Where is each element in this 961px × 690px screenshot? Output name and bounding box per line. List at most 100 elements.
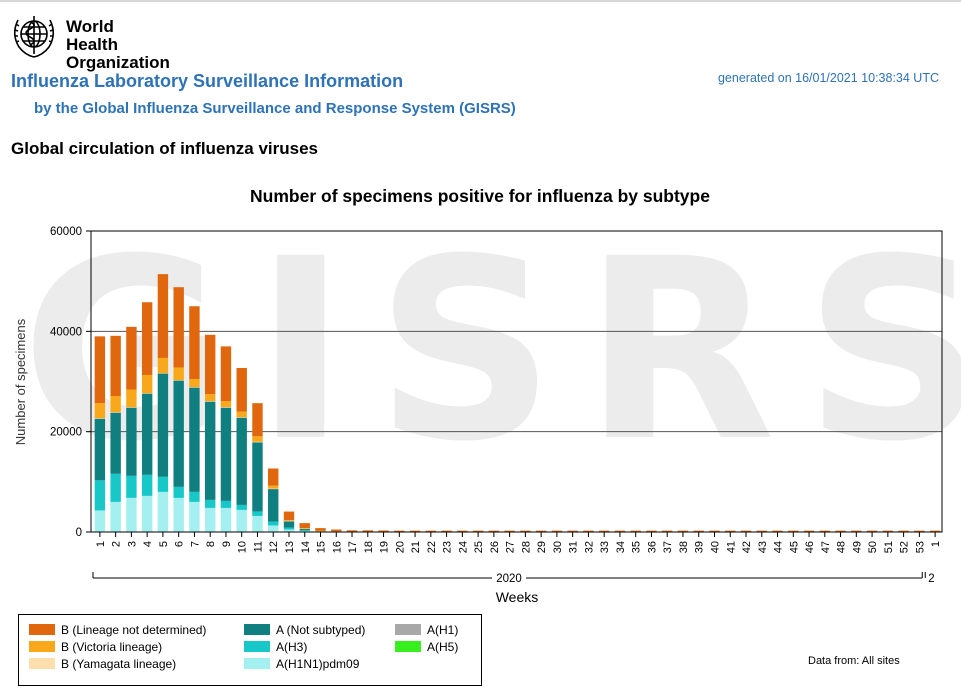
legend-label: B (Victoria lineage) (61, 640, 163, 654)
bar-segment (756, 530, 767, 532)
bar-segment (157, 357, 169, 373)
bar-segment (409, 530, 421, 532)
x-tick-label: 30 (552, 541, 564, 553)
bar-segment (268, 521, 279, 526)
bar-segment (173, 287, 184, 368)
bar-segment (126, 407, 137, 408)
x-tick-label: 33 (599, 541, 611, 553)
x-tick-label: 17 (347, 541, 359, 553)
bar-segment (173, 380, 184, 487)
legend-label: A (Not subtyped) (276, 623, 366, 637)
bar-segment (268, 525, 279, 532)
legend-item: B (Lineage not determined) (29, 623, 206, 637)
bar-segment (520, 530, 531, 532)
bar-segment (283, 520, 295, 522)
bar-segment (141, 393, 153, 475)
bar-segment (803, 530, 815, 532)
legend-swatch (244, 624, 270, 635)
bar-segment (882, 530, 894, 532)
legend-item: A(H1N1)pdm09 (244, 657, 359, 671)
x-tick-label: 11 (252, 541, 264, 552)
bar-segment (189, 306, 200, 379)
x-tick-label: 41 (725, 541, 737, 553)
x-tick-label: 49 (851, 541, 863, 553)
bar-segment (488, 530, 500, 532)
bar-segment (709, 530, 720, 532)
x-tick-label: 20 (394, 541, 406, 553)
legend-label: B (Yamagata lineage) (61, 657, 177, 671)
x-tick-label: 19 (379, 541, 391, 553)
y-axis-label: Number of specimens (13, 318, 28, 445)
x-tick-label: 47 (820, 541, 832, 553)
bar-segment (252, 511, 263, 516)
bar-segment (94, 336, 106, 404)
bar-segment (346, 530, 358, 532)
bar-segment (614, 530, 626, 532)
bar-segment (535, 530, 547, 532)
x-tick-label: 13 (284, 541, 296, 553)
year-label: 2020 (496, 573, 522, 585)
x-tick-label: 50 (867, 541, 879, 553)
bar-segment (94, 480, 106, 511)
bar-segment (126, 389, 137, 408)
bar-segment (173, 367, 184, 380)
x-tick-label: 6 (174, 541, 186, 547)
bar-segment (268, 485, 279, 489)
section-title: Global circulation of influenza viruses (11, 139, 319, 158)
bar-segment (252, 403, 263, 437)
bar-segment (268, 488, 279, 490)
bar-segment (236, 411, 247, 418)
bar-segment (898, 530, 909, 532)
bar-segment (173, 497, 184, 532)
x-tick-label: 8 (205, 541, 217, 547)
bar-segment (204, 507, 216, 532)
bar-segment (268, 468, 279, 486)
x-tick-label: 14 (300, 541, 312, 553)
bar-segment (252, 441, 263, 443)
bar-segment (583, 530, 594, 532)
bar-segment (236, 509, 247, 532)
x-tick-label: 1 (95, 541, 107, 547)
bar-segment (646, 530, 657, 532)
bar-segment (204, 334, 216, 395)
bar-segment (236, 367, 247, 412)
bar-segment (299, 523, 310, 529)
x-tick-label: 24 (457, 541, 469, 553)
bar-segment (394, 530, 405, 532)
bar-segment (236, 504, 247, 510)
next-year-label: 2 (928, 573, 934, 585)
bar-segment (598, 530, 610, 532)
bar-segment (283, 511, 295, 521)
page-subtitle: by the Global Influenza Surveillance and… (34, 100, 516, 117)
bar-segment (110, 412, 121, 413)
bar-segment (126, 407, 137, 476)
legend-item: B (Victoria lineage) (29, 640, 162, 654)
bar-segment (126, 326, 137, 390)
x-tick-label: 16 (331, 541, 343, 553)
bar-segment (457, 530, 468, 532)
bar-segment (299, 529, 310, 531)
x-tick-label: 21 (410, 541, 422, 553)
bar-segment (189, 387, 200, 492)
x-tick-label: 9 (221, 541, 233, 547)
x-tick-label: 37 (662, 541, 674, 553)
who-logo: World Health Organization (8, 10, 170, 72)
bar-segment (236, 417, 247, 505)
bar-segment (94, 510, 106, 532)
bar-segment (299, 528, 310, 530)
bar-segment (772, 530, 783, 532)
x-tick-label: 34 (615, 541, 627, 553)
bar-segment (252, 436, 263, 442)
x-tick-label: 15 (316, 541, 328, 553)
bar-segment (141, 374, 153, 394)
legend-label: A(H1N1)pdm09 (276, 657, 360, 671)
bar-segment (362, 530, 373, 532)
bar-segment (126, 475, 137, 498)
bar-segment (551, 530, 563, 532)
chart-title: Number of specimens positive for influen… (250, 186, 710, 206)
legend-label: A(H3) (276, 640, 308, 654)
generated-timestamp: generated on 16/01/2021 10:38:34 UTC (717, 71, 939, 85)
x-tick-label: 43 (757, 541, 769, 553)
legend-swatch (29, 641, 55, 652)
bar-segment (126, 497, 137, 532)
